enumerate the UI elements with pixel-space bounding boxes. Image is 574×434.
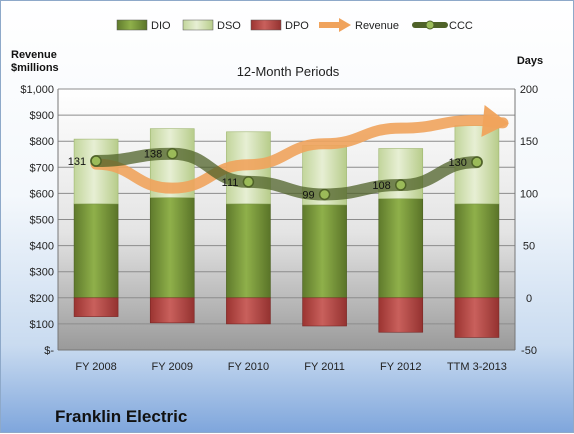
revenue-line bbox=[90, 114, 509, 194]
bar-dio bbox=[302, 204, 347, 299]
right-tick-label: 50 bbox=[523, 241, 535, 253]
ccc-data-label: 130 bbox=[449, 157, 467, 169]
legend-label-dio: DIO bbox=[151, 20, 171, 32]
chart-title: 12-Month Periods bbox=[237, 64, 340, 79]
left-tick-label: $400 bbox=[30, 241, 54, 253]
x-tick-label: FY 2008 bbox=[75, 361, 116, 373]
bar-dpo bbox=[378, 297, 424, 333]
right-tick-label: 0 bbox=[526, 293, 532, 305]
bar-dpo bbox=[73, 297, 119, 317]
left-tick-label: $- bbox=[44, 345, 54, 357]
bar-dio bbox=[454, 203, 500, 299]
right-tick-label: 100 bbox=[520, 188, 538, 200]
left-axis-title: Revenue bbox=[11, 49, 57, 61]
legend-label-dpo: DPO bbox=[285, 20, 309, 32]
legend-label-revenue: Revenue bbox=[355, 20, 399, 32]
ccc-point bbox=[242, 176, 255, 188]
right-axis-title: Days bbox=[517, 55, 543, 67]
bar-dpo bbox=[454, 297, 500, 338]
ccc-point bbox=[395, 179, 407, 191]
legend-swatch-dpo bbox=[250, 19, 282, 31]
x-tick-label: FY 2010 bbox=[228, 361, 269, 373]
ccc-data-label: 138 bbox=[144, 149, 162, 161]
legend-label-ccc: CCC bbox=[449, 20, 473, 32]
ccc-data-label: 108 bbox=[372, 180, 390, 192]
left-tick-label: $200 bbox=[30, 293, 54, 305]
bar-dpo bbox=[149, 297, 195, 324]
bar-dio bbox=[226, 203, 271, 299]
ccc-data-label: 131 bbox=[68, 156, 86, 168]
right-tick-label: 150 bbox=[520, 136, 538, 148]
ccc-point bbox=[166, 147, 178, 160]
legend-arrow-head bbox=[339, 18, 351, 32]
ccc-line bbox=[90, 147, 483, 201]
bar-dio bbox=[378, 198, 424, 299]
ccc-data-label: 111 bbox=[222, 177, 239, 189]
left-tick-label: $900 bbox=[30, 110, 54, 122]
legend-marker-ccc bbox=[425, 20, 435, 30]
ccc-data-label: 99 bbox=[302, 189, 314, 201]
left-tick-label: $300 bbox=[30, 267, 54, 279]
legend-label-dso: DSO bbox=[217, 20, 241, 32]
left-tick-label: $700 bbox=[30, 162, 54, 174]
revenue-arrowhead bbox=[481, 105, 509, 137]
left-tick-label: $500 bbox=[30, 215, 54, 227]
legend-swatch-dio bbox=[116, 19, 148, 31]
ccc-point bbox=[318, 188, 331, 201]
left-axis-title: $millions bbox=[11, 62, 59, 74]
x-tick-label: FY 2009 bbox=[152, 361, 193, 373]
ccc-point bbox=[90, 155, 102, 167]
bar-dpo bbox=[226, 297, 271, 325]
right-tick-label: -50 bbox=[521, 345, 537, 357]
x-tick-label: FY 2011 bbox=[304, 361, 345, 373]
left-tick-label: $1,000 bbox=[20, 84, 54, 96]
bar-dio bbox=[73, 203, 119, 299]
x-tick-label: FY 2012 bbox=[380, 361, 421, 373]
bar-dso bbox=[73, 138, 119, 205]
left-tick-label: $100 bbox=[30, 319, 54, 331]
company-name: Franklin Electric bbox=[55, 407, 188, 426]
legend-swatch-dso bbox=[182, 19, 214, 31]
bar-dpo bbox=[302, 297, 347, 327]
ccc-point bbox=[471, 156, 483, 168]
right-tick-label: 200 bbox=[520, 84, 538, 96]
x-tick-label: TTM 3-2013 bbox=[447, 361, 507, 373]
bar-dio bbox=[149, 197, 195, 299]
left-tick-label: $800 bbox=[30, 136, 54, 148]
left-tick-label: $600 bbox=[30, 188, 54, 200]
